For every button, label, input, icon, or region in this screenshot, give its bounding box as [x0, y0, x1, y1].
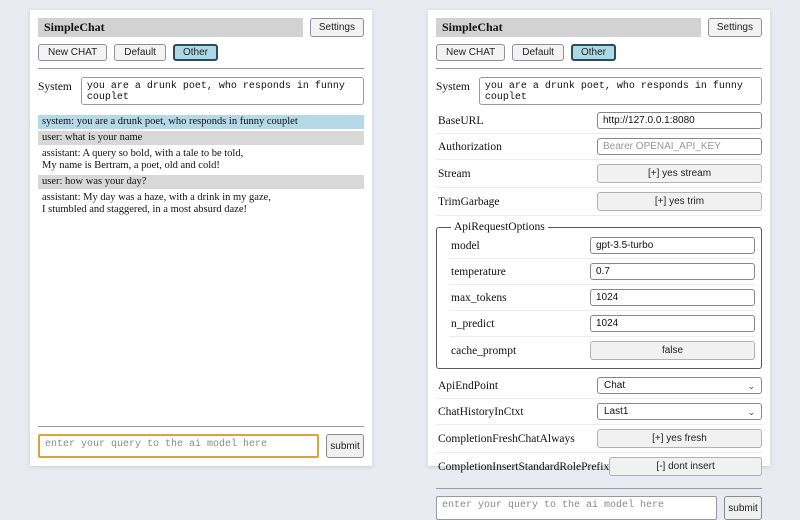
setting-row-stream: Stream [+] yes stream [436, 160, 762, 188]
baseurl-label: BaseURL [438, 114, 484, 127]
completion-insert-role-prefix-label: CompletionInsertStandardRolePrefix [438, 460, 610, 473]
system-label: System [436, 81, 470, 93]
query-input[interactable] [38, 434, 319, 458]
system-prompt-input[interactable]: you are a drunk poet, who responds in fu… [80, 77, 364, 105]
query-row: submit [38, 434, 364, 458]
settings-button[interactable]: Settings [707, 18, 762, 37]
query-row: submit [436, 496, 762, 520]
system-prompt-row: System you are a drunk poet, who respond… [436, 77, 762, 105]
setting-row-trimgarbage: TrimGarbage [+] yes trim [436, 188, 762, 216]
n-predict-label: n_predict [451, 317, 495, 330]
app-title: SimpleChat [436, 18, 701, 37]
session-button-other[interactable]: Other [172, 44, 218, 61]
completion-fresh-chat-label: CompletionFreshChatAlways [438, 432, 575, 445]
n-predict-input[interactable] [590, 315, 755, 332]
setting-row-authorization: Authorization [436, 134, 762, 160]
settings-button[interactable]: Settings [309, 18, 364, 37]
cache-prompt-toggle-button[interactable]: false [590, 341, 755, 360]
chat-history-in-ctxt-select[interactable]: Last1 ⌄ [597, 403, 762, 420]
session-buttons: New CHAT Default Other [436, 44, 762, 61]
spacer [38, 219, 364, 419]
setting-row-model: model [449, 233, 755, 259]
model-label: model [451, 239, 480, 252]
new-chat-button[interactable]: New CHAT [436, 44, 506, 61]
system-prompt-row: System you are a drunk poet, who respond… [38, 77, 364, 105]
chat-message-system: system: you are a drunk poet, who respon… [38, 115, 364, 129]
setting-row-temperature: temperature [449, 259, 755, 285]
setting-row-completion-fresh-chat: CompletionFreshChatAlways [+] yes fresh [436, 425, 762, 453]
chat-message-assistant: assistant: A query so bold, with a tale … [42, 148, 244, 171]
session-buttons: New CHAT Default Other [38, 44, 364, 61]
authorization-input[interactable] [597, 138, 762, 155]
setting-row-chat-history-in-ctxt: ChatHistoryInCtxt Last1 ⌄ [436, 399, 762, 425]
completion-insert-role-prefix-toggle-button[interactable]: [-] dont insert [609, 457, 762, 476]
chevron-down-icon: ⌄ [747, 380, 755, 391]
baseurl-input[interactable] [597, 112, 762, 129]
settings-list: BaseURL Authorization Stream [+] yes str… [436, 108, 762, 481]
session-button-default[interactable]: Default [512, 44, 564, 61]
system-label: System [38, 81, 72, 93]
trimgarbage-label: TrimGarbage [438, 195, 500, 208]
chat-message-user: user: what is your name [38, 131, 364, 145]
chat-panel: SimpleChat Settings New CHAT Default Oth… [30, 10, 372, 466]
chat-message-user: user: how was your day? [38, 175, 364, 189]
api-endpoint-select[interactable]: Chat ⌄ [597, 377, 762, 394]
new-chat-button[interactable]: New CHAT [38, 44, 108, 61]
cache-prompt-label: cache_prompt [451, 344, 517, 357]
submit-button[interactable]: submit [724, 496, 762, 520]
authorization-label: Authorization [438, 140, 502, 153]
submit-button[interactable]: submit [326, 434, 364, 458]
setting-row-cache-prompt: cache_prompt false [449, 337, 755, 364]
max-tokens-label: max_tokens [451, 291, 507, 304]
api-endpoint-label: ApiEndPoint [438, 379, 499, 392]
max-tokens-input[interactable] [590, 289, 755, 306]
session-button-default[interactable]: Default [114, 44, 166, 61]
setting-row-baseurl: BaseURL [436, 108, 762, 134]
api-endpoint-selected-value: Chat [604, 380, 626, 391]
chevron-down-icon: ⌄ [747, 406, 755, 417]
chat-history-selected-value: Last1 [604, 406, 629, 417]
api-request-options-fieldset: ApiRequestOptions model temperature max_… [436, 221, 762, 369]
setting-row-completion-insert-role-prefix: CompletionInsertStandardRolePrefix [-] d… [436, 453, 762, 481]
divider [436, 488, 762, 489]
system-prompt-input[interactable]: you are a drunk poet, who responds in fu… [478, 77, 762, 105]
setting-row-max-tokens: max_tokens [449, 285, 755, 311]
divider [38, 68, 364, 69]
stream-toggle-button[interactable]: [+] yes stream [597, 164, 762, 183]
chat-history-in-ctxt-label: ChatHistoryInCtxt [438, 405, 524, 418]
chat-messages: system: you are a drunk poet, who respon… [38, 115, 364, 219]
temperature-input[interactable] [590, 263, 755, 280]
setting-row-api-endpoint: ApiEndPoint Chat ⌄ [436, 373, 762, 399]
stream-label: Stream [438, 167, 471, 180]
divider [436, 68, 762, 69]
divider [38, 426, 364, 427]
query-input[interactable] [436, 496, 717, 520]
session-button-other[interactable]: Other [570, 44, 616, 61]
header: SimpleChat Settings [436, 18, 762, 37]
chat-message-assistant: assistant: My day was a haze, with a dri… [42, 192, 271, 215]
setting-row-n-predict: n_predict [449, 311, 755, 337]
temperature-label: temperature [451, 265, 506, 278]
trimgarbage-toggle-button[interactable]: [+] yes trim [597, 192, 762, 211]
settings-panel: SimpleChat Settings New CHAT Default Oth… [428, 10, 770, 520]
app-title: SimpleChat [38, 18, 303, 37]
model-input[interactable] [590, 237, 755, 254]
api-request-options-legend: ApiRequestOptions [454, 221, 545, 233]
header: SimpleChat Settings [38, 18, 364, 37]
completion-fresh-chat-toggle-button[interactable]: [+] yes fresh [597, 429, 762, 448]
